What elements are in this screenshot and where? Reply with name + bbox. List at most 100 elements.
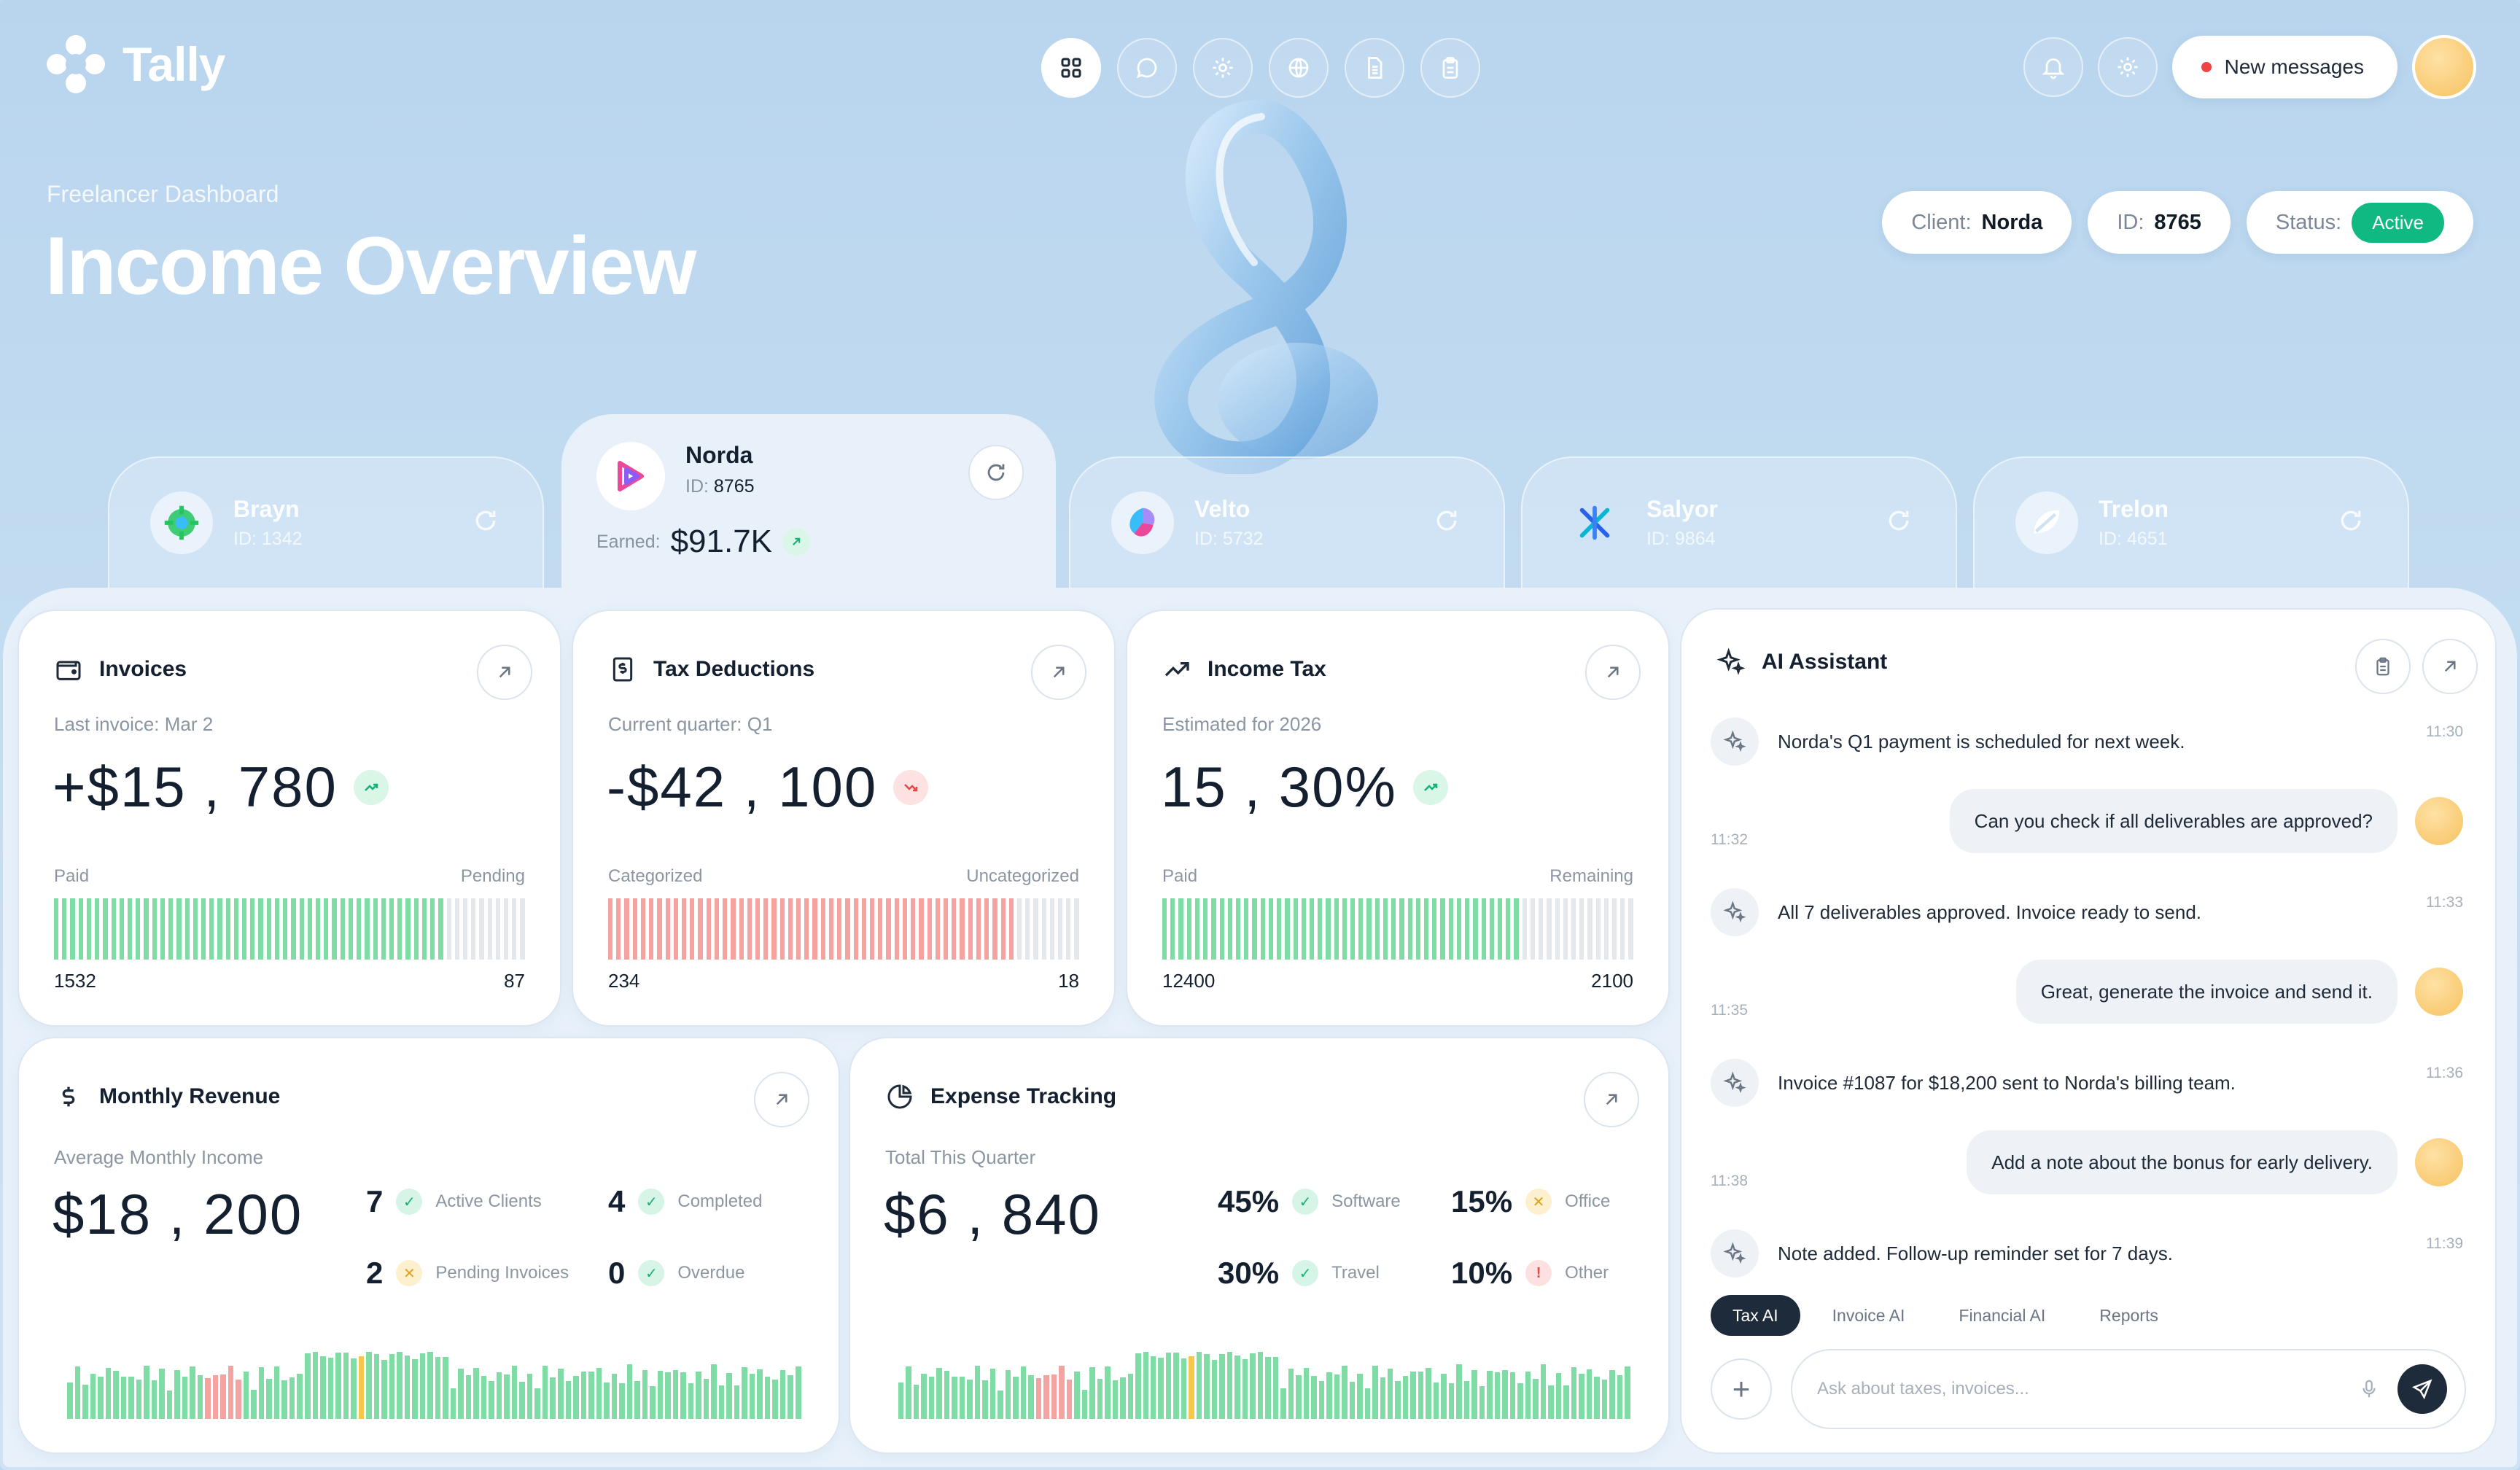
- sparkline-bar: [443, 1357, 448, 1419]
- sparkline-bar: [120, 1377, 127, 1419]
- nav-tasks[interactable]: [1420, 38, 1480, 98]
- progress-tick: [413, 898, 419, 960]
- card-value: 15 , 30%: [1161, 755, 1397, 819]
- sparkline-bar: [1563, 1385, 1569, 1419]
- sparkline-bar: [772, 1379, 778, 1419]
- client-name: Trelon: [2099, 496, 2169, 522]
- sparkline-bar: [243, 1372, 249, 1419]
- progress-tick: [1579, 898, 1584, 960]
- earned-label: Earned:: [596, 531, 661, 552]
- sparkline-bar: [1433, 1382, 1439, 1419]
- clipboard-icon: [1442, 57, 1458, 79]
- sparkline-bar: [565, 1381, 572, 1419]
- arrow-up-right-icon: [1053, 666, 1065, 678]
- progress-tick: [1620, 898, 1625, 960]
- card-label: Last invoice: Mar 2: [54, 713, 214, 735]
- stat-label: Travel: [1331, 1263, 1380, 1283]
- sparkline-bar: [519, 1382, 525, 1419]
- sparkline-bar: [1257, 1352, 1264, 1419]
- progress-tick: [1415, 898, 1420, 960]
- nav-dashboard[interactable]: [1041, 38, 1101, 98]
- client-pill[interactable]: Client: Norda: [1882, 191, 2072, 254]
- open-expense-tracking-button[interactable]: [1584, 1072, 1639, 1127]
- sparkline-bar: [273, 1366, 280, 1419]
- sparkline-bar: [1020, 1366, 1027, 1419]
- open-invoices-button[interactable]: [477, 645, 532, 700]
- send-button[interactable]: [2398, 1364, 2447, 1414]
- nav-documents[interactable]: [1345, 38, 1404, 98]
- sparkline-bar: [642, 1370, 648, 1419]
- sparkline-bar: [1617, 1374, 1623, 1419]
- progress-tick: [976, 898, 981, 960]
- tab-reports[interactable]: Reports: [2099, 1305, 2158, 1325]
- progress-tick: [111, 898, 116, 960]
- progress-tick: [616, 898, 621, 960]
- progress-tick: [771, 898, 777, 960]
- bot-message: Norda's Q1 payment is scheduled for next…: [1711, 718, 2185, 766]
- notifications-button[interactable]: [2023, 37, 2083, 97]
- nav-messages[interactable]: [1117, 38, 1177, 98]
- client-tab-brayn[interactable]: Brayn ID: 1342: [108, 456, 544, 631]
- message-time: 11:39: [2426, 1235, 2463, 1252]
- bar-right-value: 87: [504, 970, 525, 992]
- sparkline-bar: [136, 1379, 142, 1419]
- id-label: ID:: [2117, 210, 2144, 234]
- sparkline-bar: [174, 1369, 180, 1419]
- progress-tick: [1481, 898, 1486, 960]
- progress-tick: [820, 898, 825, 960]
- status-pill[interactable]: Status: Active: [2246, 191, 2473, 254]
- stat-label: Completed: [677, 1191, 763, 1211]
- sparkline-bar: [335, 1352, 341, 1419]
- sparkline-bar: [1234, 1355, 1240, 1419]
- sparkline-bar: [1165, 1352, 1172, 1419]
- attach-button[interactable]: +: [1711, 1358, 1772, 1420]
- stat-label: Overdue: [677, 1263, 745, 1283]
- client-id-label: ID:: [685, 476, 709, 497]
- id-pill[interactable]: ID: 8765: [2088, 191, 2231, 254]
- progress-tick: [747, 898, 752, 960]
- progress-tick: [1074, 898, 1079, 960]
- refresh-icon[interactable]: [1432, 506, 1461, 535]
- open-monthly-revenue-button[interactable]: [754, 1072, 809, 1127]
- refresh-icon[interactable]: [1884, 506, 1913, 535]
- refresh-icon[interactable]: [2336, 506, 2365, 535]
- refresh-button[interactable]: [968, 445, 1024, 500]
- check-icon: ✓: [638, 1189, 665, 1215]
- tab-financial-ai[interactable]: Financial AI: [1959, 1305, 2046, 1325]
- card-title: Monthly Revenue: [99, 1084, 281, 1108]
- sparkline-bar: [1158, 1358, 1164, 1419]
- sparkline-bar: [974, 1365, 981, 1419]
- progress-tick: [1000, 898, 1006, 960]
- progress-tick: [373, 898, 378, 960]
- refresh-icon[interactable]: [471, 506, 500, 535]
- progress-tick: [136, 898, 141, 960]
- progress-tick: [1489, 898, 1494, 960]
- nav-globe[interactable]: [1269, 38, 1329, 98]
- microphone-icon[interactable]: [2358, 1378, 2380, 1400]
- open-tax-deductions-button[interactable]: [1031, 645, 1086, 700]
- sparkline-bar: [320, 1356, 326, 1419]
- user-avatar[interactable]: [2412, 35, 2476, 99]
- logo[interactable]: Tally: [45, 34, 226, 95]
- new-messages-button[interactable]: New messages: [2171, 36, 2398, 98]
- message-time: 11:33: [2426, 894, 2463, 911]
- nav-settings[interactable]: [1193, 38, 1253, 98]
- progress-tick: [812, 898, 817, 960]
- ai-chat-input[interactable]: [1817, 1379, 2341, 1399]
- sparkline-bar: [779, 1369, 786, 1419]
- sparkline-bar: [967, 1379, 973, 1419]
- progress-tick: [1603, 898, 1609, 960]
- message-text: Note added. Follow-up reminder set for 7…: [1778, 1242, 2173, 1264]
- progress-tick: [788, 898, 793, 960]
- ai-history-button[interactable]: [2355, 639, 2411, 694]
- tab-tax-ai[interactable]: Tax AI: [1711, 1295, 1800, 1336]
- sparkline-bar: [159, 1368, 165, 1419]
- grid-icon: [1061, 58, 1081, 78]
- settings-button[interactable]: [2097, 37, 2158, 97]
- open-income-tax-button[interactable]: [1585, 645, 1641, 700]
- tab-invoice-ai[interactable]: Invoice AI: [1832, 1305, 1905, 1325]
- alert-icon: !: [1525, 1260, 1552, 1286]
- ai-expand-button[interactable]: [2422, 639, 2478, 694]
- sparkline-bar: [1288, 1368, 1294, 1419]
- sparkline-bar: [1112, 1380, 1119, 1419]
